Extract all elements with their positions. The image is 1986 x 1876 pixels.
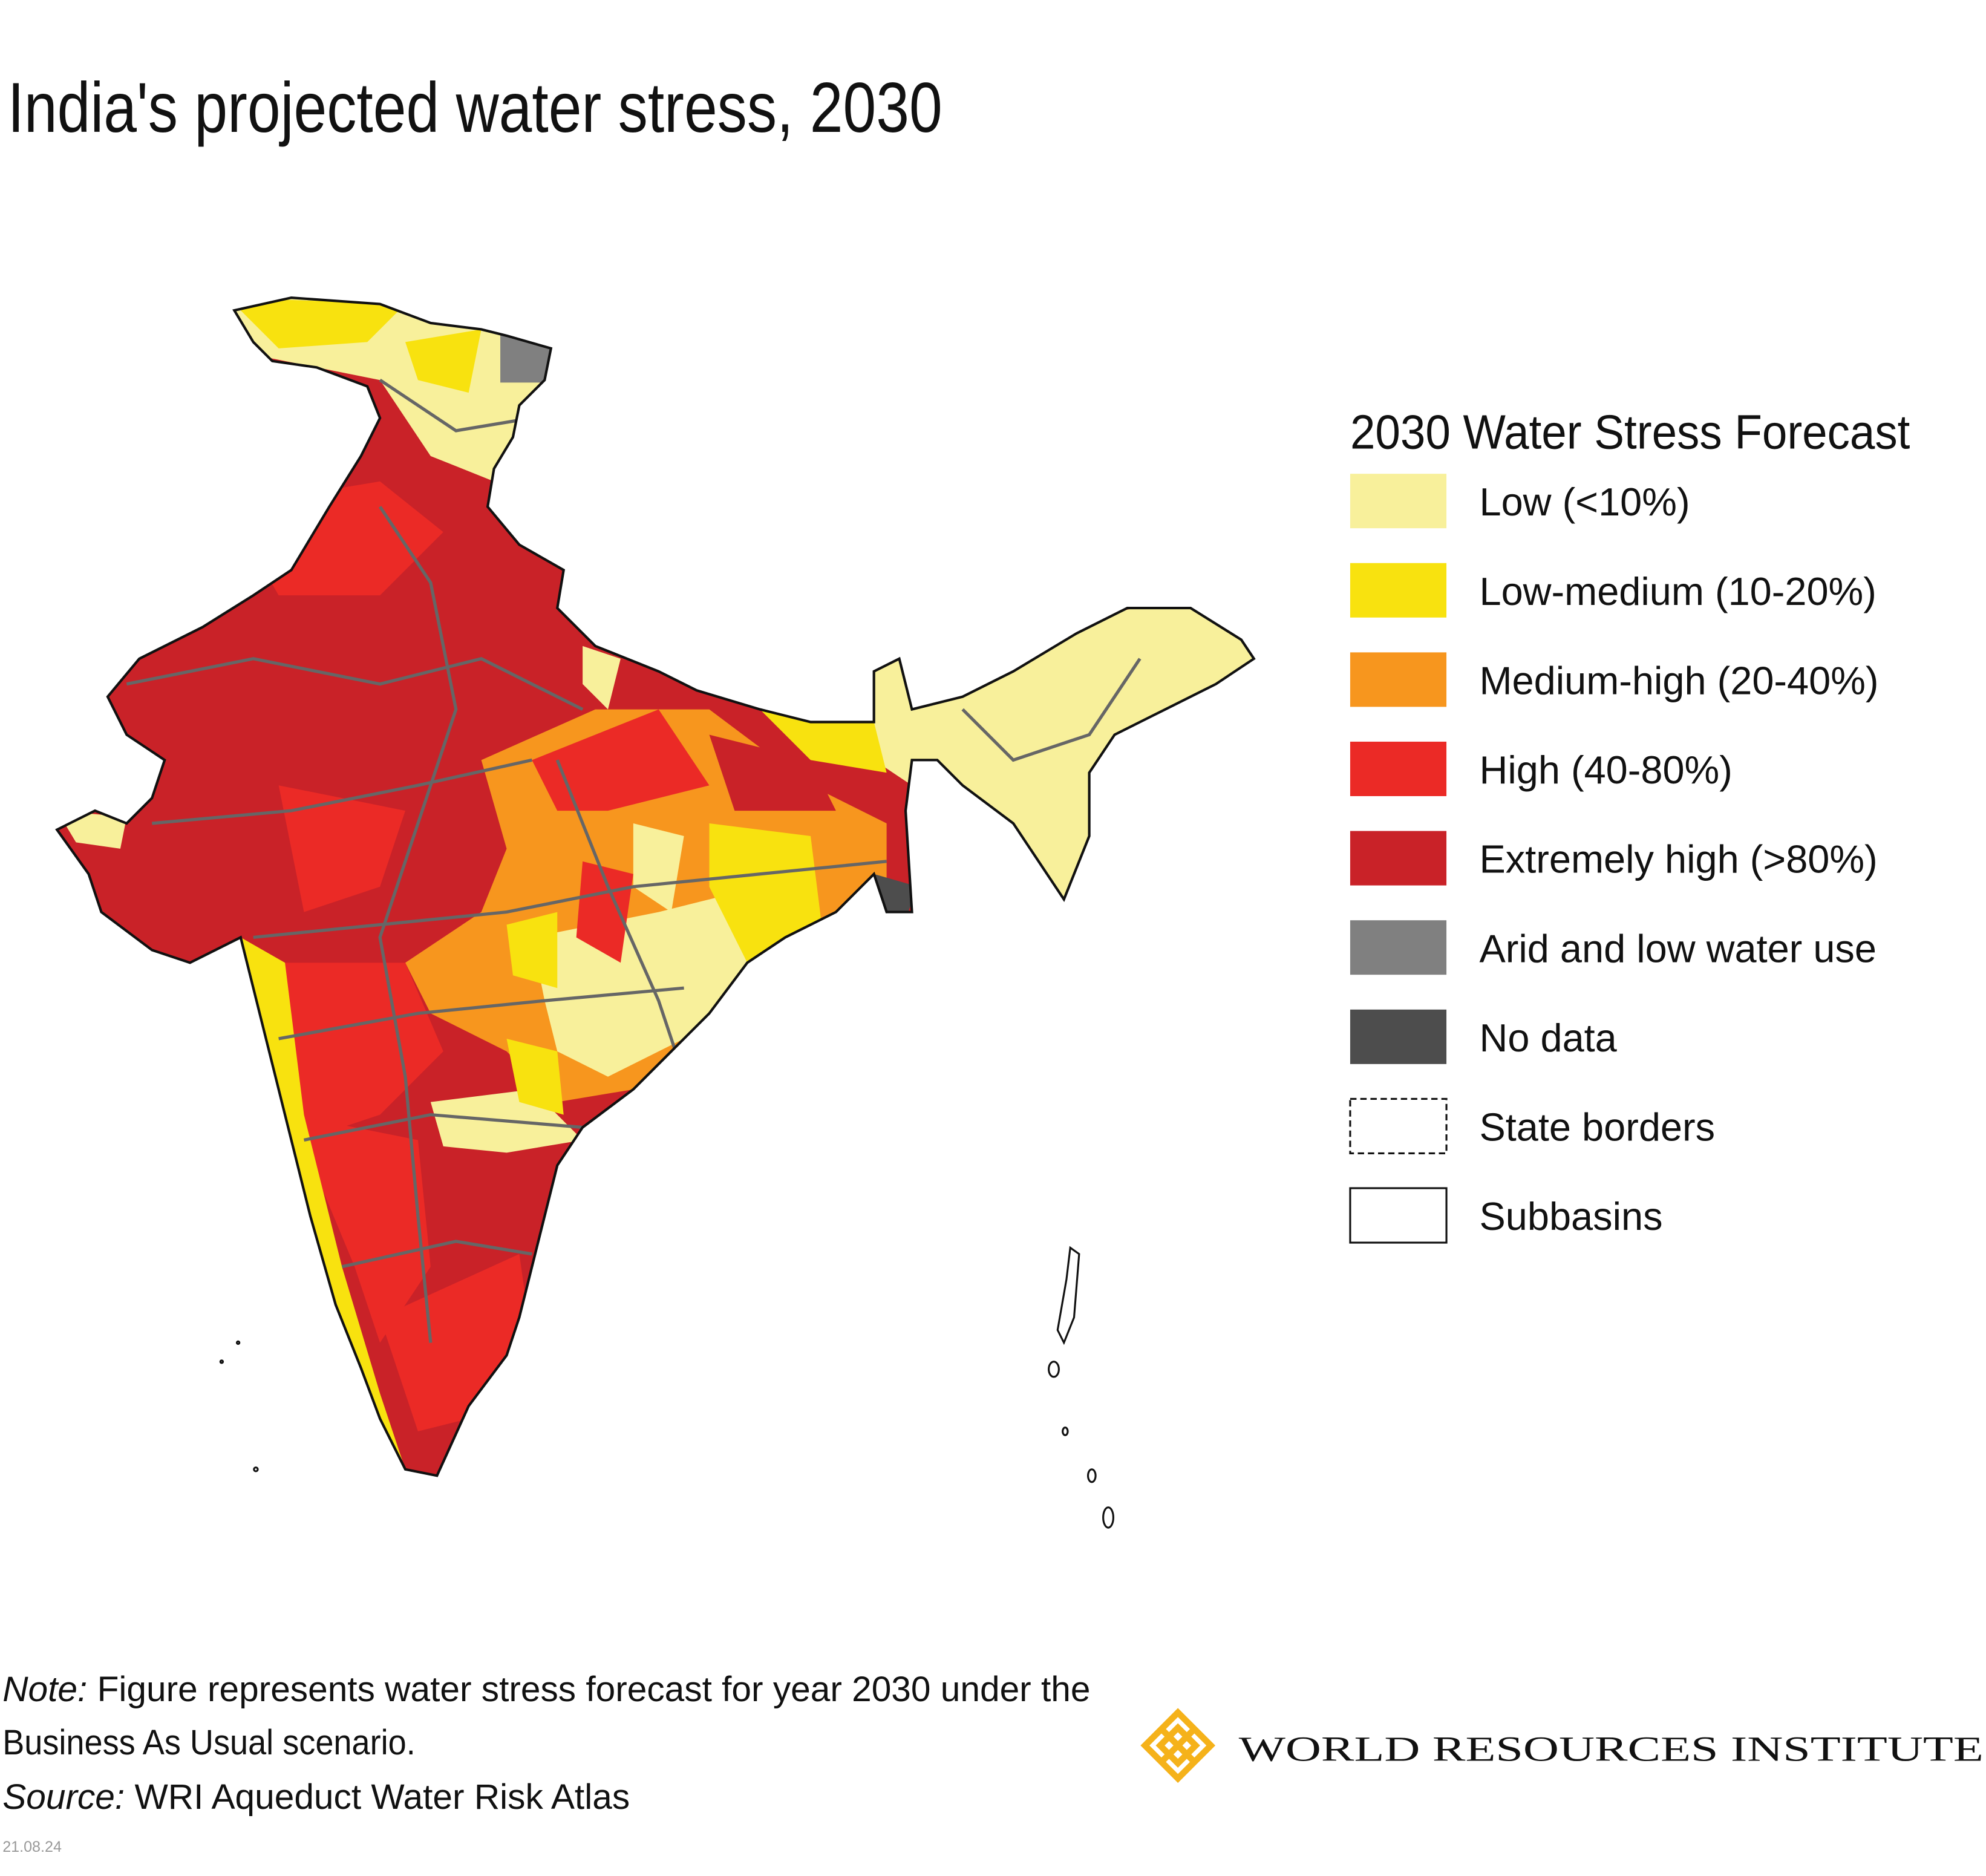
legend-label: State borders <box>1480 1105 1716 1149</box>
note: Note: Figure represents water stress for… <box>2 1670 1090 1709</box>
note-text: Business As Usual scenario. <box>2 1723 416 1762</box>
legend-swatch <box>1350 563 1447 618</box>
region <box>227 298 405 348</box>
legend-swatch <box>1350 474 1447 529</box>
region <box>709 823 823 963</box>
region <box>240 937 405 1469</box>
region <box>709 734 836 811</box>
region <box>583 645 621 710</box>
legend-label: Subbasins <box>1480 1194 1663 1238</box>
legend-label: High (40-80%) <box>1480 748 1733 792</box>
title: India's projected water stress, 2030 <box>8 68 942 147</box>
region <box>532 709 710 811</box>
legend-label: Arid and low water use <box>1480 926 1877 970</box>
note-label: Note: <box>2 1670 87 1709</box>
legend: Low (<10%) Low-medium (10-20%) Medium-high… <box>1349 474 1879 1244</box>
region <box>633 823 684 912</box>
legend-label: Medium-high (20-40%) <box>1480 658 1879 702</box>
legend-swatch <box>1350 652 1447 707</box>
region <box>506 1038 564 1115</box>
source: Source: WRI Aqueduct Water Risk Atlas <box>2 1777 630 1817</box>
legend-label: Low-medium (10-20%) <box>1480 569 1877 613</box>
region <box>874 583 1254 912</box>
legend-label: Extremely high (>80%) <box>1480 837 1878 881</box>
legend-label: No data <box>1480 1016 1618 1060</box>
region <box>576 861 633 963</box>
legend-swatch <box>1350 1009 1447 1064</box>
source-text: WRI Aqueduct Water Risk Atlas <box>134 1777 630 1817</box>
region <box>291 1114 431 1343</box>
legend-swatch <box>1349 1097 1448 1155</box>
legend-swatch <box>1350 831 1447 886</box>
region <box>760 709 887 773</box>
map <box>57 298 1254 1476</box>
region <box>405 329 482 393</box>
subbasin-lines <box>126 379 1142 1343</box>
legend-swatch <box>1350 920 1447 975</box>
islands <box>219 1246 1114 1529</box>
date: 21.08.24 <box>2 1838 62 1855</box>
region <box>506 912 558 989</box>
legend-title: 2030 Water Stress Forecast <box>1350 405 1910 459</box>
region <box>500 332 551 383</box>
legend-swatch <box>1350 741 1447 796</box>
note-text: Figure represents water stress forecast … <box>97 1670 1091 1709</box>
wri-logo-mark <box>1140 1708 1216 1783</box>
region <box>278 785 405 912</box>
wri-logo-text: WORLD RESOURCES INSTITUTE <box>1239 1729 1984 1768</box>
legend-swatch <box>1349 1187 1448 1244</box>
legend-label: Low (<10%) <box>1480 480 1690 524</box>
source-label: Source: <box>2 1777 125 1817</box>
